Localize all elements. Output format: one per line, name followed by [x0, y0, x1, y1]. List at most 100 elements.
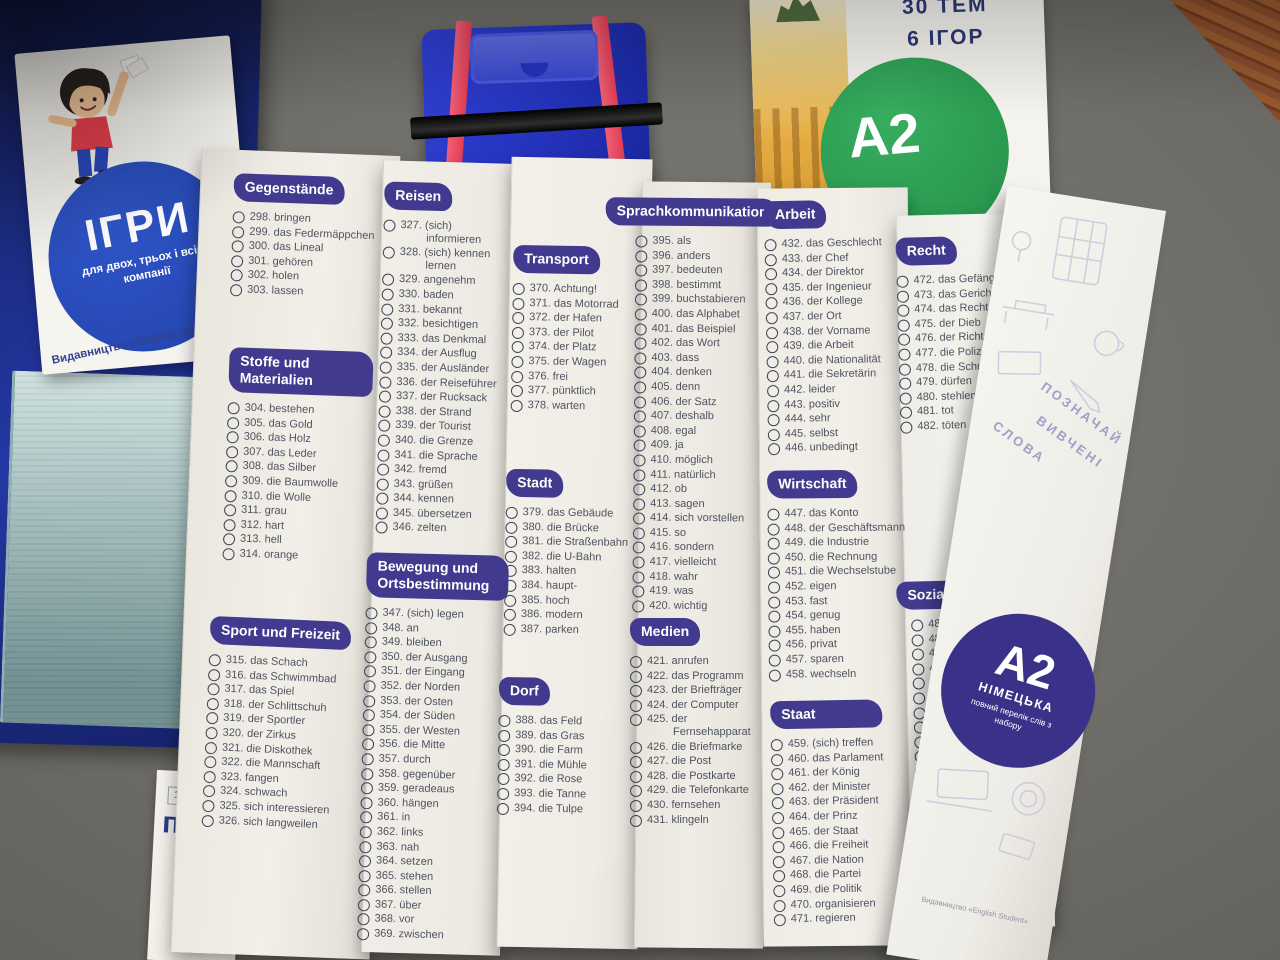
word-text: 394. die Tulpe — [513, 801, 584, 815]
checkbox-circle-icon — [358, 869, 371, 883]
checkbox-circle-icon — [358, 855, 372, 868]
word-text: 324. schwach — [219, 784, 288, 800]
checkbox-circle-icon — [380, 346, 393, 360]
word-item: 436. der Kollege — [765, 294, 910, 310]
checkbox-circle-icon — [766, 355, 779, 369]
word-item: 464. der Prinz — [771, 809, 914, 825]
checkbox-circle-icon — [222, 533, 236, 546]
section-wirtschaft: Wirtschaft 447. das Konto 448. der Gesch… — [767, 469, 919, 682]
word-item: 445. selbst — [767, 425, 913, 441]
checkbox-circle-icon — [634, 352, 647, 365]
checkbox-circle-icon — [764, 253, 777, 266]
word-text: 395. als — [652, 234, 692, 247]
checkbox-circle-icon — [498, 714, 511, 728]
word-item: 460. das Parlament — [770, 750, 913, 766]
word-text: 441. die Sekretärin — [783, 367, 877, 382]
checkbox-circle-icon — [767, 414, 780, 427]
section-bewegung: Bewegung und Ortsbestimmung 347. (sich) … — [356, 552, 510, 945]
word-text: 439. die Arbeit — [783, 338, 854, 353]
word-text: 359. geradeaus — [377, 781, 455, 796]
word-text: 459. (sich) treffen — [787, 736, 874, 750]
checkbox-circle-icon — [512, 312, 525, 325]
word-item: 400. das Alphabet — [634, 307, 785, 321]
word-text: 450. die Rechnung — [784, 550, 878, 564]
checkbox-circle-icon — [633, 395, 647, 409]
word-item: 344. kennen — [376, 492, 494, 508]
checkbox-circle-icon — [360, 811, 373, 824]
word-text: 424. der Computer — [647, 698, 739, 711]
word-item: 412. ob — [633, 483, 783, 497]
checkbox-circle-icon — [222, 547, 235, 561]
word-text: 313. hell — [239, 532, 282, 547]
checkbox-circle-icon — [767, 566, 781, 580]
section-title: Dorf — [498, 676, 550, 706]
word-text: 432. das Geschlecht — [781, 236, 882, 250]
checkbox-circle-icon — [634, 308, 647, 321]
checkbox-circle-icon — [203, 770, 216, 784]
checkbox-circle-icon — [208, 653, 222, 667]
word-item: 424. der Computer — [630, 699, 756, 712]
word-text: 440. die Nationalität — [783, 353, 881, 367]
igry-rules-card: ІГРИ для двох, трьох і всієї компанії Ви… — [14, 35, 258, 375]
word-text: 310. die Wolle — [241, 489, 312, 504]
word-text: 468. die Partei — [789, 868, 862, 882]
word-text: 337. der Rucksack — [395, 390, 488, 405]
word-item: 432. das Geschlecht — [764, 236, 909, 252]
word-text: 476. der Richter — [914, 330, 994, 345]
package-games-count: 6 ІГОР — [906, 25, 985, 51]
checkbox-circle-icon — [768, 669, 781, 682]
word-text: 465. der Staat — [789, 824, 859, 838]
word-text: 386. modern — [520, 608, 583, 622]
word-item: 448. der Geschäftsmann — [767, 521, 918, 536]
word-text: 430. fernsehen — [647, 798, 721, 811]
section-stoffe: Stoffe und Materialien 304. bestehen 305… — [222, 347, 397, 567]
word-text: 444. sehr — [784, 412, 831, 426]
word-text: 387. parken — [520, 622, 579, 636]
word-item: 331. bekannt — [381, 302, 499, 318]
checkbox-circle-icon — [205, 726, 218, 740]
word-text: 403. dass — [651, 351, 700, 364]
checkbox-circle-icon — [765, 297, 778, 310]
word-item: 443. positiv — [767, 396, 912, 412]
checkbox-circle-icon — [632, 541, 645, 555]
section-title: Arbeit — [763, 200, 827, 230]
word-text: 471. regieren — [790, 911, 856, 926]
section-title: Gegenstände — [233, 173, 345, 206]
checkbox-circle-icon — [361, 767, 374, 780]
checkbox-circle-icon — [767, 523, 780, 536]
word-text: 410. möglich — [650, 453, 713, 467]
checkbox-circle-icon — [767, 428, 780, 441]
leaflet-end-flap: ПОЗНАЧАЙ ВИВЧЕНІ СЛОВА A2 НІМЕЦЬКА повни… — [886, 186, 1167, 960]
word-text: 390. die Farm — [514, 743, 583, 757]
word-text: 412. ob — [650, 482, 688, 496]
checkbox-circle-icon — [359, 840, 372, 853]
word-text: 346. zelten — [392, 521, 447, 535]
checkbox-circle-icon — [897, 319, 910, 332]
word-item: 398. bestimmt — [635, 278, 785, 292]
section-title: Bewegung und Ortsbestimmung — [365, 552, 510, 601]
checkbox-circle-icon — [498, 729, 511, 742]
word-text: 307. das Leder — [242, 445, 317, 461]
word-text: 453. fast — [785, 594, 828, 608]
checkbox-circle-icon — [633, 425, 646, 438]
checkbox-circle-icon — [496, 802, 510, 815]
section-dorf: Dorf 388. das Feld 389. das Gras 390. di… — [496, 676, 627, 818]
checkbox-circle-icon — [512, 282, 525, 296]
word-text: 333. das Denkmal — [397, 331, 487, 346]
word-item: 413. sagen — [633, 497, 783, 511]
word-item: 340. die Grenze — [377, 433, 496, 449]
word-item: 402. das Wort — [634, 337, 784, 351]
word-item: 369. zwischen — [356, 927, 499, 944]
word-text: 477. die Polizei — [915, 345, 991, 360]
word-text: 426. die Briefmarke — [647, 740, 743, 753]
checkbox-circle-icon — [497, 773, 510, 786]
checkbox-circle-icon — [633, 483, 646, 496]
word-text: 379. das Gebäude — [522, 506, 614, 520]
checkbox-circle-icon — [634, 381, 647, 394]
word-item: 467. die Nation — [772, 853, 915, 868]
word-text: 375. der Wagen — [528, 355, 607, 369]
checkbox-circle-icon — [377, 434, 391, 447]
word-item: 459. (sich) treffen — [770, 736, 913, 752]
word-text: 464. der Prinz — [788, 809, 858, 823]
checkbox-circle-icon — [360, 796, 373, 810]
